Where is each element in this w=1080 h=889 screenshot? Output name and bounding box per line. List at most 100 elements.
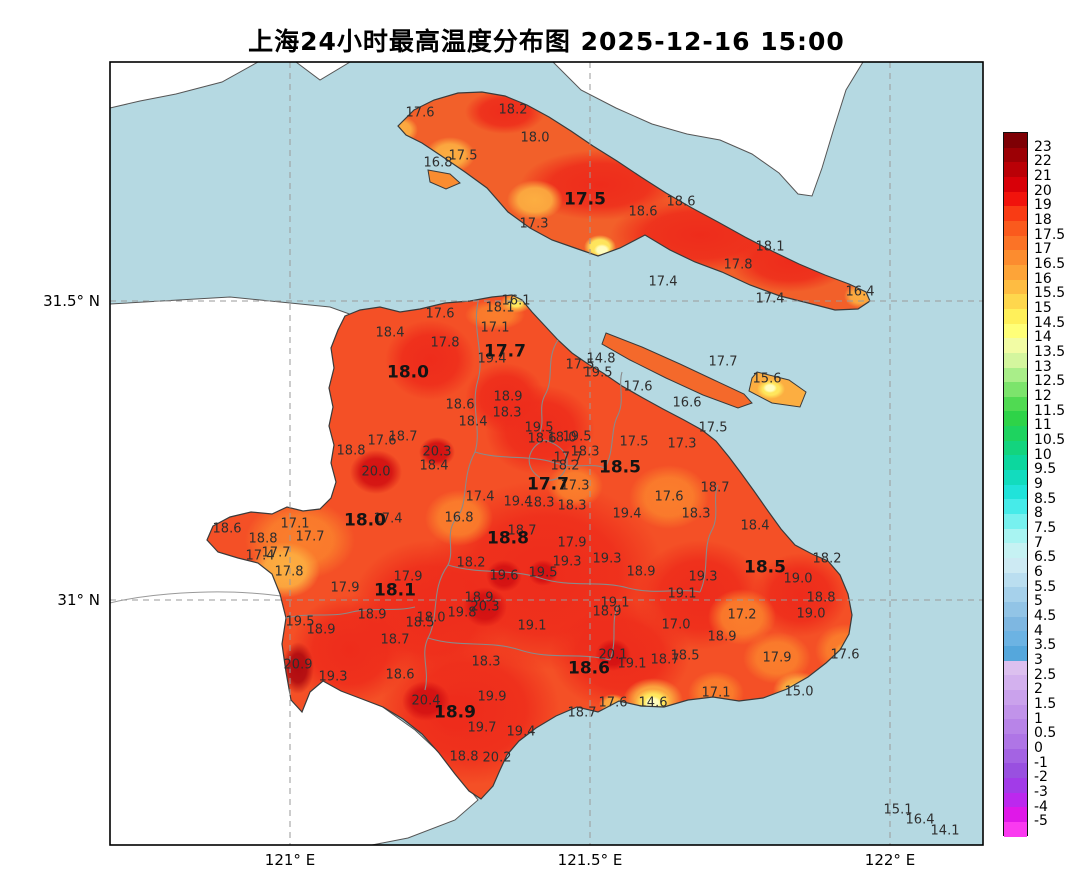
station-temp-label: 19.7: [467, 720, 497, 736]
colorbar-tick-label: 16: [1034, 270, 1052, 287]
station-temp-label: 18.9: [626, 564, 656, 580]
station-temp-label: 18.0: [520, 130, 550, 146]
colorbar-tick-label: 1.5: [1034, 696, 1057, 712]
station-temp-label: 17.3: [560, 478, 590, 494]
station-temp-label: 18.9: [707, 629, 737, 645]
colorbar-segment: [1004, 294, 1027, 309]
hengsha-pale-spot: [763, 383, 777, 393]
station-temp-label: 20.2: [482, 750, 512, 766]
station-temp-label: 18.9: [464, 590, 494, 606]
station-temp-label: 17.4: [465, 489, 495, 505]
colorbar-segment: [1004, 440, 1027, 456]
colorbar-segment: [1004, 616, 1027, 632]
colorbar-tick-label: 17: [1034, 241, 1052, 258]
colorbar-tick-label: -3: [1034, 784, 1048, 800]
colorbar-tick-label: 12: [1034, 388, 1052, 404]
station-temp-label: 17.5: [565, 357, 595, 373]
station-temp-label: 20.3: [422, 444, 452, 460]
colorbar-segment: [1004, 426, 1027, 441]
station-temp-label: 18.3: [471, 654, 501, 670]
colorbar-segment: [1004, 631, 1027, 646]
colorbar-segment: [1004, 470, 1027, 485]
station-temp-label: 18.4: [419, 458, 449, 474]
station-temp-label: 15.0: [784, 684, 814, 700]
station-temp-label: 19.5: [562, 429, 592, 445]
station-temp-label: 18.3: [570, 444, 600, 460]
station-temp-label: 17.6: [425, 306, 455, 322]
colorbar-segment: [1004, 689, 1027, 705]
station-temp-label: 18.7: [700, 480, 730, 496]
colorbar-segment: [1004, 572, 1027, 588]
colorbar-segment: [1004, 411, 1027, 427]
station-temp-label: 19.1: [667, 586, 697, 602]
station-temp-label: 17.7: [261, 545, 291, 561]
colorbar-tick-label: -4: [1034, 798, 1048, 815]
colorbar-tick-label: 12.5: [1034, 373, 1066, 390]
station-temp-label: 18.6: [445, 397, 475, 413]
station-temp-label: 18.8: [449, 749, 479, 765]
map-frame: [109, 61, 984, 846]
station-temp-label: 18.9: [493, 389, 523, 405]
colorbar-segment: [1004, 807, 1027, 822]
colorbar-segment: [1004, 279, 1027, 295]
district-temp-label: 18.5: [599, 457, 641, 478]
x-axis-tick-label: 121.5° E: [557, 851, 623, 869]
station-temp-label: 17.8: [274, 564, 304, 580]
station-temp-label: 14.1: [930, 823, 960, 839]
colorbar-segment: [1004, 499, 1027, 515]
station-temp-label: 19.3: [318, 669, 348, 685]
colorbar-segment: [1004, 264, 1027, 280]
colorbar-tick-label: 1: [1034, 710, 1043, 727]
station-temp-label: 19.0: [796, 606, 826, 622]
station-temp-label: 19.4: [503, 494, 533, 510]
mainland-coastline: [206, 294, 853, 800]
station-temp-label: 14.8: [586, 351, 616, 367]
station-temp-label: 18.3: [492, 405, 522, 421]
station-temp-label: 18.9: [357, 607, 387, 623]
station-temp-label: 18.6: [527, 431, 557, 447]
station-temp-label: 19.5: [528, 565, 558, 581]
station-temp-label: 18.4: [740, 518, 770, 534]
station-temp-label: 20.3: [470, 599, 500, 615]
colorbar-segment: [1004, 719, 1027, 734]
station-temp-label: 16.6: [672, 395, 702, 411]
colorbar-segment: [1004, 367, 1027, 383]
colorbar-segment: [1004, 250, 1027, 265]
station-temp-label: 18.2: [812, 551, 842, 567]
colorbar-tick-label: 2: [1034, 681, 1043, 698]
colorbar-tick-label: 5: [1034, 593, 1043, 610]
district-temp-label: 18.1: [374, 580, 416, 601]
station-temp-label: 17.1: [701, 685, 731, 701]
station-temp-label: 17.4: [755, 291, 785, 307]
station-temp-label: 20.9: [283, 657, 313, 673]
district-temp-label: 18.8: [487, 528, 529, 549]
colorbar-segment: [1004, 455, 1027, 471]
station-temp-label: 17.8: [430, 335, 460, 351]
changxing-island: [601, 332, 753, 409]
colorbar-tick-label: 11.5: [1034, 402, 1066, 419]
station-temp-label: 14.6: [638, 695, 668, 711]
station-temp-label: 17.7: [708, 354, 738, 370]
colorbar-segment: [1004, 235, 1027, 251]
colorbar-tick-label: 17.5: [1034, 226, 1066, 243]
station-temp-label: 17.4: [373, 511, 403, 527]
colorbar-segment: [1004, 792, 1027, 808]
station-temp-label: 20.1: [598, 647, 628, 663]
station-temp-label: 18.3: [525, 495, 555, 511]
colorbar-tick-label: 8.5: [1034, 490, 1057, 507]
station-temp-label: 17.6: [830, 647, 860, 663]
colorbar-segment: [1004, 528, 1027, 544]
station-temp-label: 15.6: [752, 371, 782, 387]
colorbar-segment: [1004, 821, 1027, 837]
colorbar-segment: [1004, 147, 1027, 163]
district-temp-label: 17.7: [527, 474, 569, 495]
station-temp-label: 19.5: [524, 420, 554, 436]
station-temp-label: 19.9: [477, 689, 507, 705]
colorbar-tick-label: 10: [1034, 446, 1052, 463]
colorbar-tick-label: 4.5: [1034, 608, 1057, 624]
islet-west: [427, 169, 461, 190]
colorbar-segment: [1004, 396, 1027, 412]
station-temp-label: 19.4: [612, 506, 642, 522]
